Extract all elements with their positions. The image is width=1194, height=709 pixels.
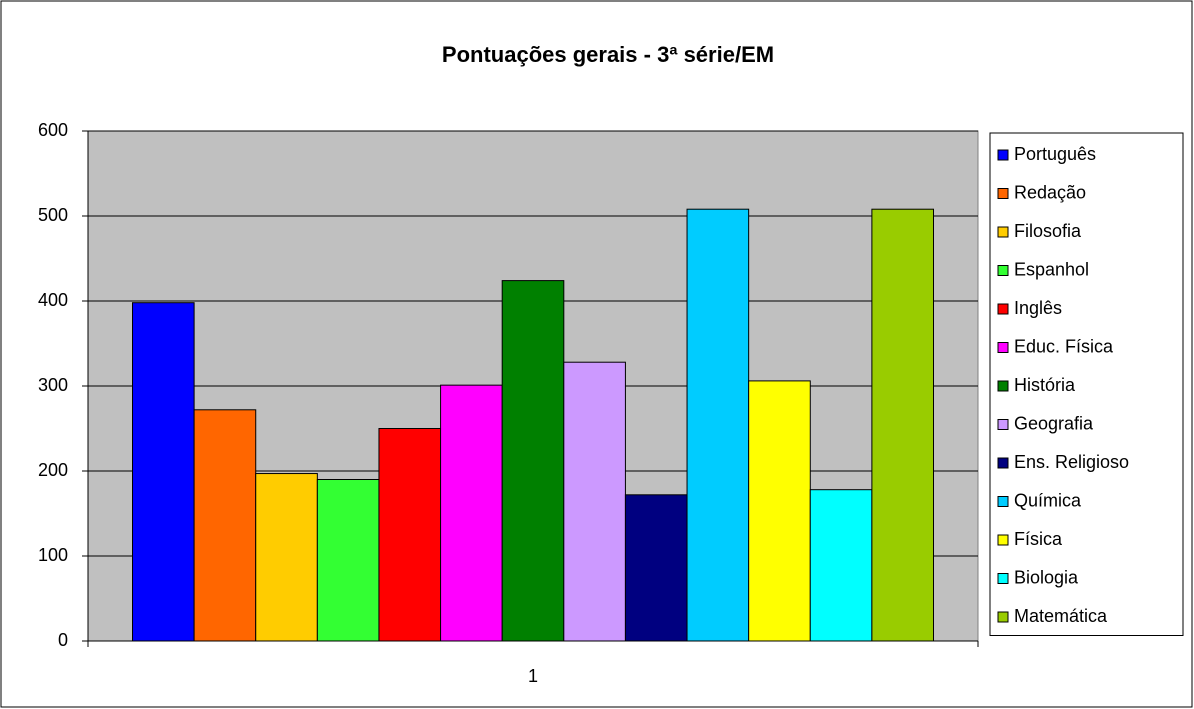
- legend-label: História: [1014, 375, 1076, 395]
- legend-label: Redação: [1014, 182, 1086, 202]
- bar: [440, 384, 503, 642]
- legend-swatch: [997, 611, 1009, 623]
- bar: [316, 479, 380, 642]
- bar: [748, 380, 811, 642]
- legend-label: Espanhol: [1014, 259, 1089, 279]
- legend-swatch: [997, 226, 1009, 238]
- legend-swatch: [997, 419, 1009, 430]
- y-tick-label: 300: [38, 375, 68, 395]
- legend-label: Inglês: [1014, 298, 1062, 318]
- legend-label: Biologia: [1014, 567, 1079, 587]
- x-tick-label: 1: [528, 666, 538, 686]
- legend-label: Filosofia: [1014, 221, 1082, 241]
- legend-label: Matemática: [1014, 606, 1108, 626]
- bar: [563, 361, 626, 642]
- y-tick-label: 100: [38, 545, 68, 565]
- chart-title: Pontuações gerais - 3ª série/EM: [442, 42, 774, 67]
- bar: [255, 473, 318, 642]
- legend-swatch: [997, 573, 1009, 584]
- legend-label: Ens. Religioso: [1014, 452, 1129, 472]
- legend-swatch: [997, 265, 1009, 276]
- bar: [193, 409, 257, 642]
- bar: [501, 280, 565, 642]
- y-tick-label: 400: [38, 290, 68, 310]
- legend-label: Química: [1014, 490, 1082, 510]
- y-tick-label: 600: [38, 120, 68, 140]
- legend-swatch: [997, 380, 1009, 392]
- legend-label: Geografia: [1014, 413, 1094, 433]
- legend-swatch: [997, 534, 1009, 546]
- bar: [132, 302, 195, 642]
- bar: [686, 208, 750, 642]
- legend-swatch: [997, 457, 1009, 469]
- legend-swatch: [997, 303, 1009, 315]
- legend-swatch: [997, 496, 1009, 507]
- y-tick-label: 200: [38, 460, 68, 480]
- legend-swatch: [997, 149, 1009, 161]
- legend-label: Português: [1014, 144, 1096, 164]
- bar: [871, 208, 935, 642]
- y-tick-label: 0: [58, 630, 68, 650]
- legend-box: [989, 132, 1184, 636]
- legend-label: Física: [1014, 529, 1063, 549]
- bar: [378, 428, 442, 642]
- bar: [809, 489, 873, 642]
- legend-swatch: [997, 342, 1009, 353]
- legend-label: Educ. Física: [1014, 336, 1114, 356]
- legend-swatch: [997, 188, 1009, 199]
- y-tick-label: 500: [38, 205, 68, 225]
- bar: [624, 494, 688, 642]
